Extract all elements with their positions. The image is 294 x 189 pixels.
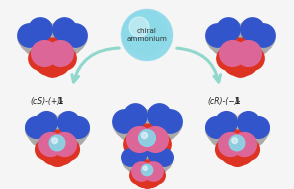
Circle shape xyxy=(121,9,171,60)
Circle shape xyxy=(121,9,173,61)
Circle shape xyxy=(52,138,58,143)
Circle shape xyxy=(229,135,245,151)
Circle shape xyxy=(129,17,149,37)
Circle shape xyxy=(143,166,147,170)
Circle shape xyxy=(123,12,166,54)
Text: (cS)-(+)-: (cS)-(+)- xyxy=(30,97,63,106)
Text: 1: 1 xyxy=(57,97,62,106)
Circle shape xyxy=(122,10,170,58)
Circle shape xyxy=(141,132,148,139)
Text: (cR)-(−)-: (cR)-(−)- xyxy=(207,97,240,106)
Circle shape xyxy=(140,131,156,148)
Circle shape xyxy=(124,12,163,51)
Circle shape xyxy=(124,12,164,52)
Circle shape xyxy=(138,130,156,146)
Circle shape xyxy=(142,165,153,176)
Circle shape xyxy=(49,135,65,151)
Circle shape xyxy=(232,138,238,143)
Circle shape xyxy=(123,10,169,57)
Circle shape xyxy=(141,164,153,176)
Circle shape xyxy=(123,11,167,55)
Circle shape xyxy=(121,9,173,61)
Circle shape xyxy=(50,136,66,152)
Circle shape xyxy=(230,136,246,152)
Text: 1: 1 xyxy=(234,97,240,106)
Text: chiral
ammonium: chiral ammonium xyxy=(126,28,168,42)
